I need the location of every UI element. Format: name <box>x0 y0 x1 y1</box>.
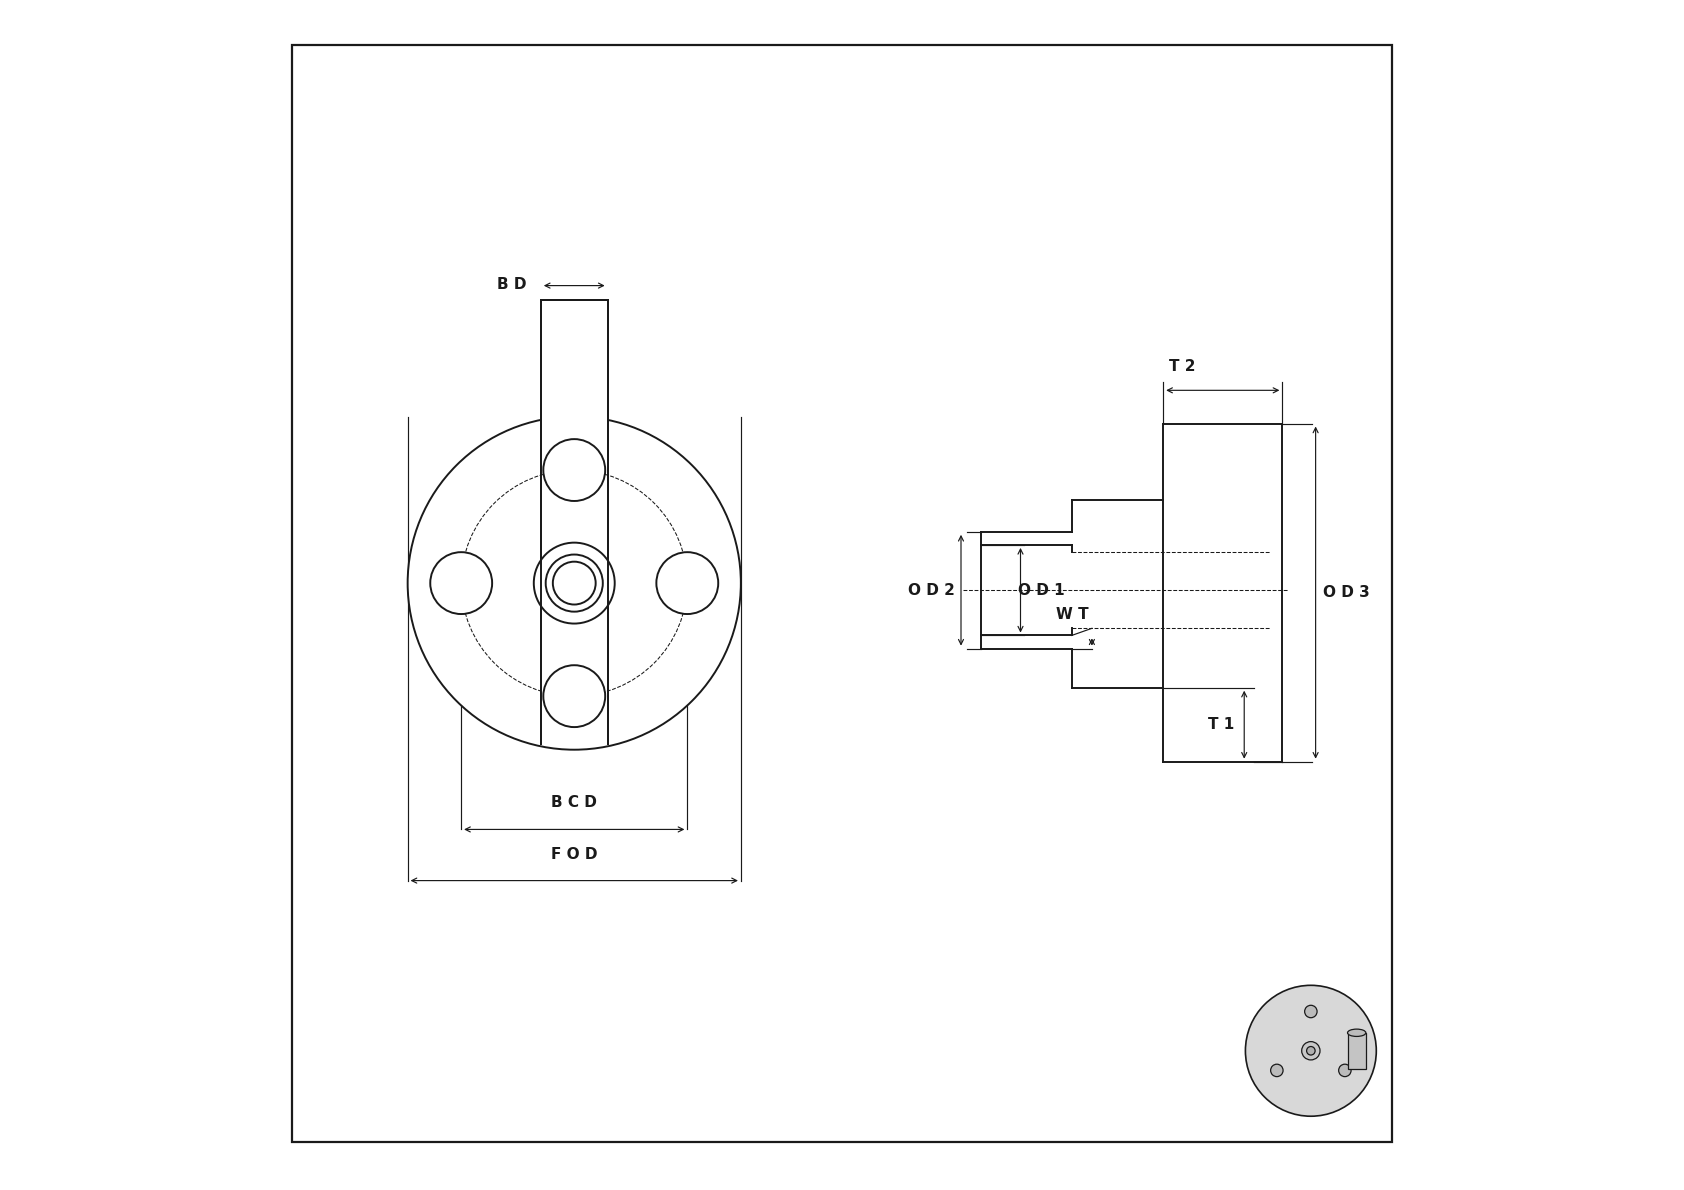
Text: T 1: T 1 <box>1209 718 1234 732</box>
Text: T 2: T 2 <box>1169 358 1196 374</box>
Text: B C D: B C D <box>551 795 598 810</box>
Ellipse shape <box>429 552 492 614</box>
Text: O D 2: O D 2 <box>908 583 955 597</box>
Ellipse shape <box>546 555 603 612</box>
Ellipse shape <box>534 543 615 624</box>
Ellipse shape <box>544 665 605 727</box>
Text: O D 3: O D 3 <box>1322 585 1369 600</box>
Ellipse shape <box>1305 1006 1317 1017</box>
Text: B D: B D <box>497 277 527 292</box>
Ellipse shape <box>657 552 719 614</box>
Ellipse shape <box>1347 1029 1366 1036</box>
Text: F O D: F O D <box>551 846 598 862</box>
Ellipse shape <box>1246 985 1376 1116</box>
Text: W T: W T <box>1056 607 1088 622</box>
Ellipse shape <box>544 439 605 501</box>
Ellipse shape <box>1307 1046 1315 1056</box>
FancyBboxPatch shape <box>541 298 608 745</box>
Ellipse shape <box>552 562 596 605</box>
Ellipse shape <box>1339 1064 1351 1077</box>
Ellipse shape <box>1271 1064 1283 1077</box>
Ellipse shape <box>408 416 741 750</box>
Text: O D 1: O D 1 <box>1019 583 1064 597</box>
Ellipse shape <box>1302 1041 1320 1060</box>
FancyBboxPatch shape <box>1347 1033 1366 1069</box>
